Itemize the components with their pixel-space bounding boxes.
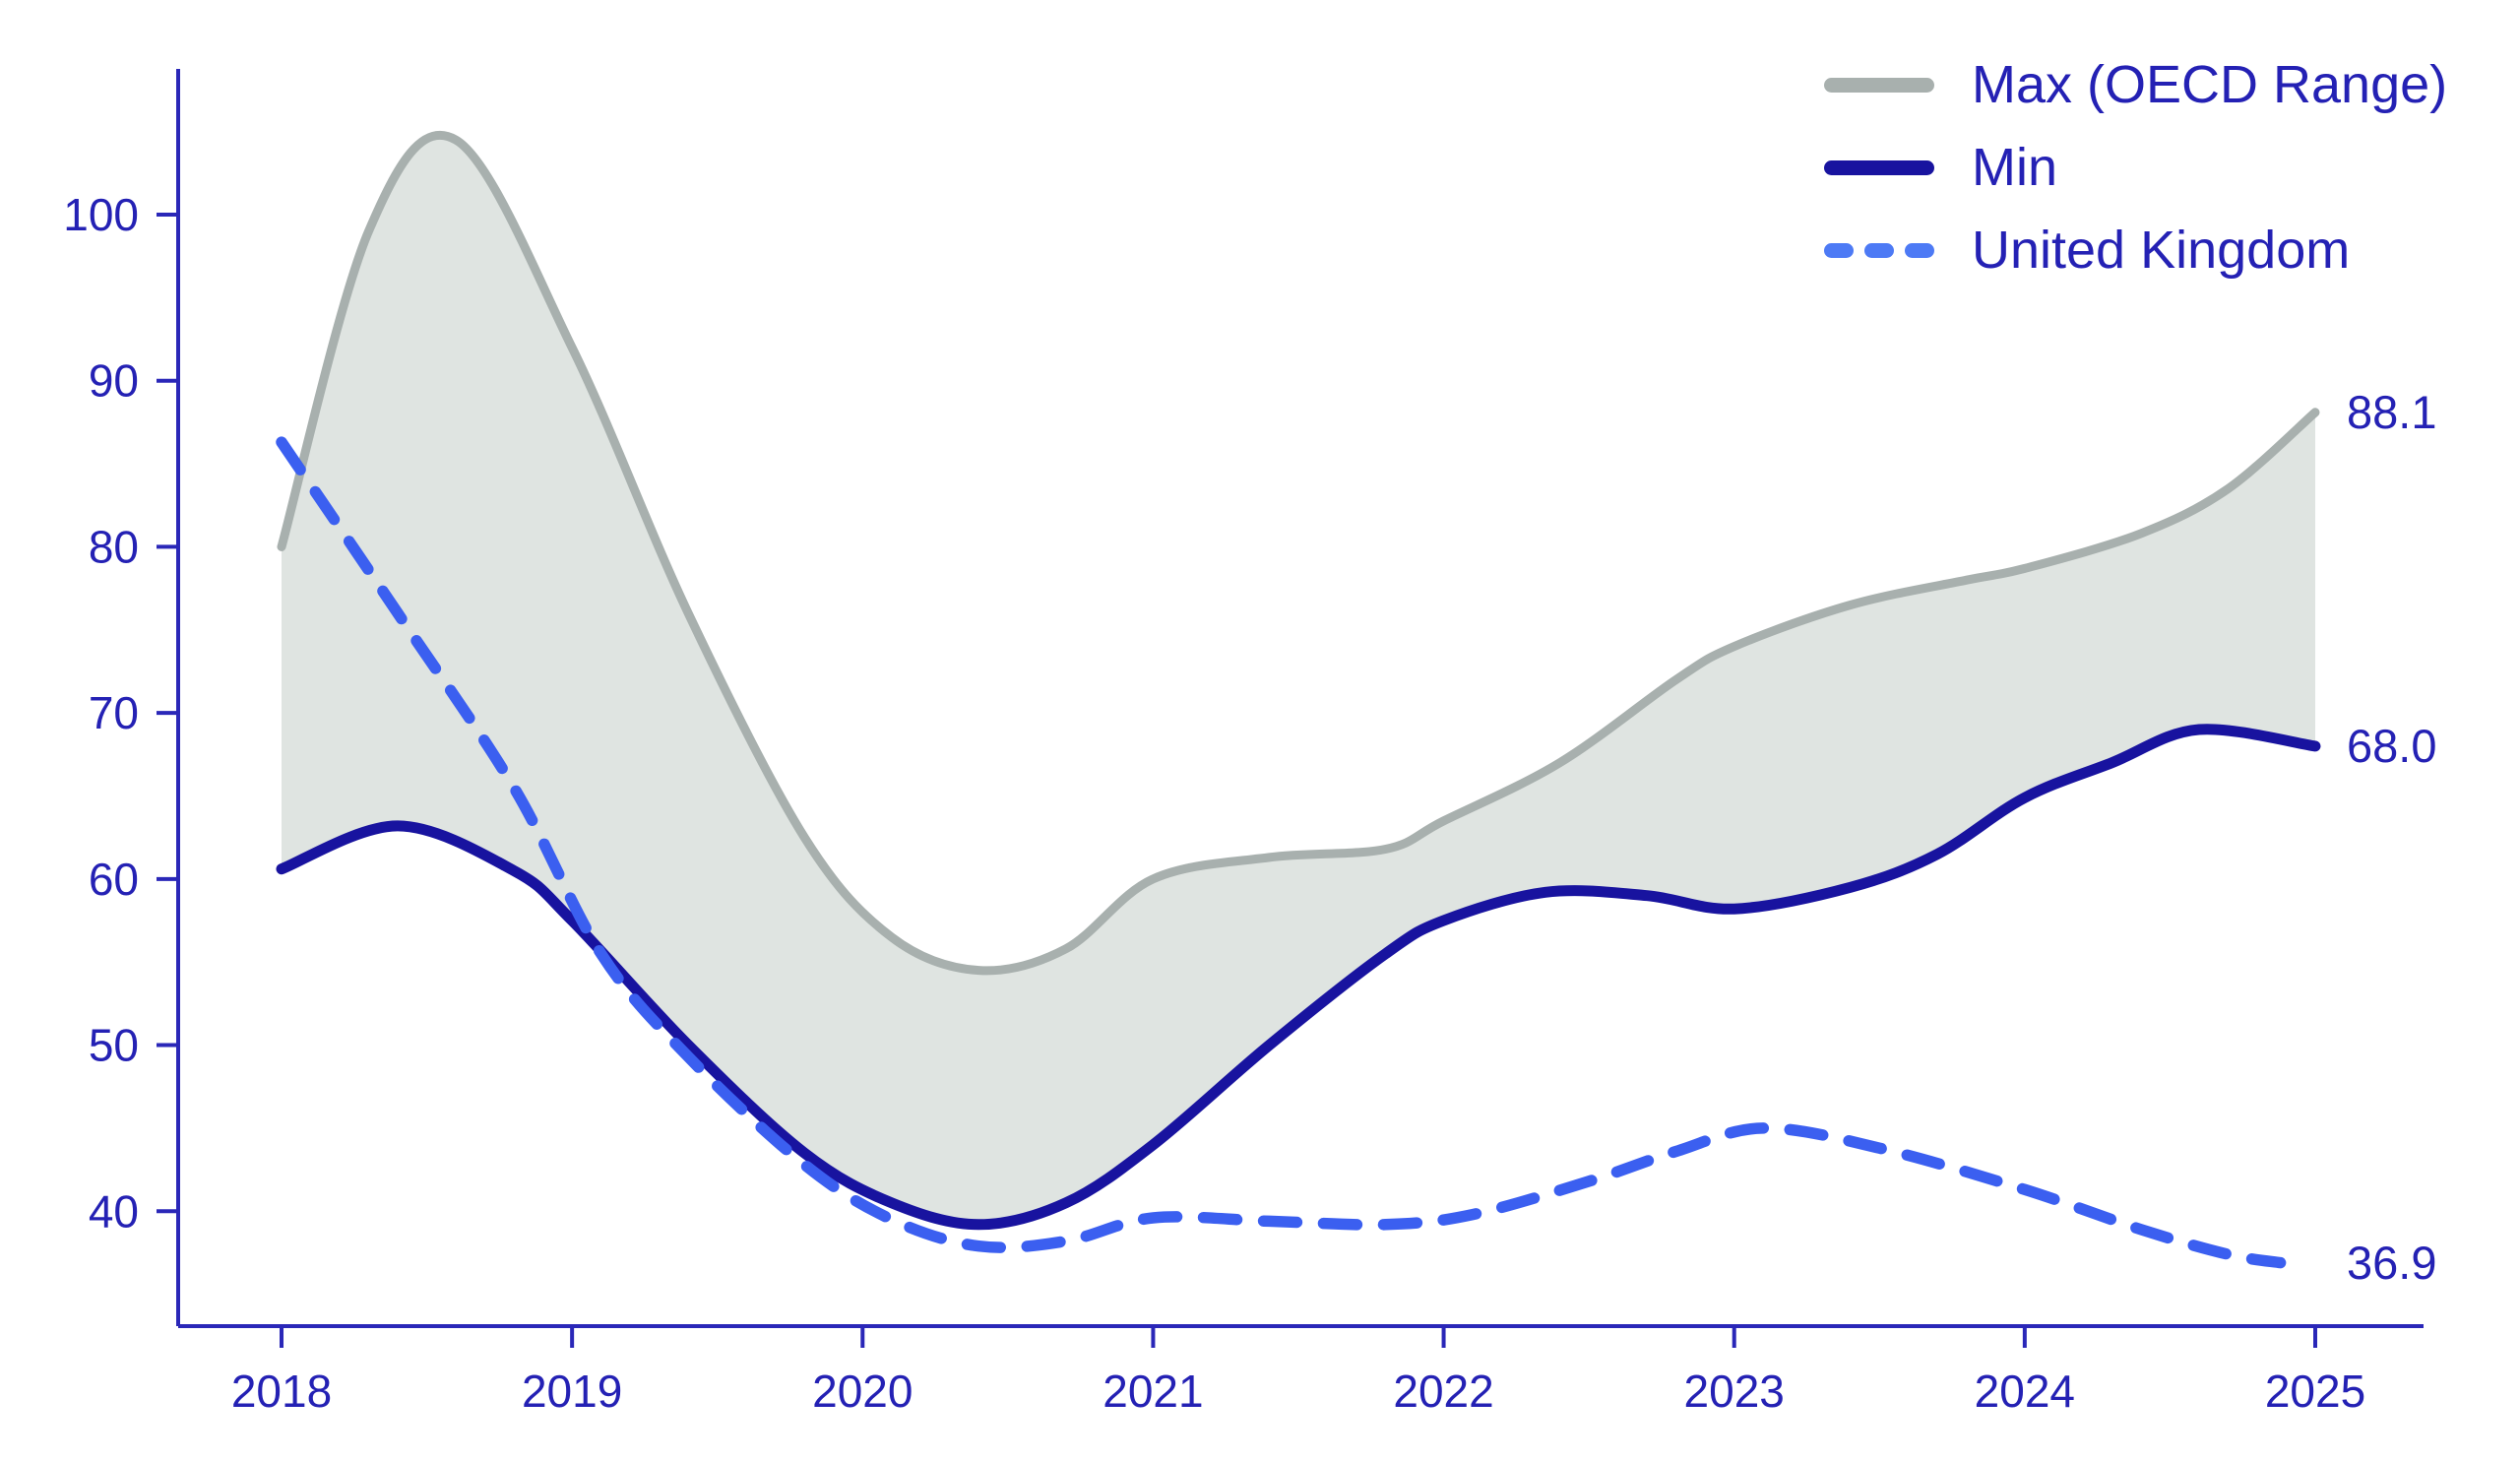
legend-swatch-min-line-icon [1824,159,1934,175]
x-tick-label: 2021 [1102,1366,1203,1417]
x-tick-label: 2023 [1684,1366,1785,1417]
y-tick-label: 70 [89,687,139,738]
x-tick-label: 2022 [1393,1366,1493,1417]
legend-item-min: Min [1824,134,2447,201]
legend-label-min: Min [1972,138,2058,197]
legend: Max (OECD Range) Min United Kingdom [1824,51,2447,284]
legend-item-max: Max (OECD Range) [1824,51,2447,118]
y-tick-label: 80 [89,521,139,572]
y-tick-label: 100 [63,189,139,240]
oecd-range-band [282,135,2315,1225]
y-tick-label: 60 [89,854,139,905]
x-tick-label: 2024 [1975,1366,2075,1417]
end-value-max: 88.1 [2347,385,2437,438]
x-tick-label: 2025 [2265,1366,2365,1417]
end-value-uk: 36.9 [2347,1236,2437,1289]
united-kingdom-line [276,436,2287,1269]
end-value-min: 68.0 [2347,719,2437,772]
legend-swatch-uk-dashed-line-icon [1824,242,1934,258]
legend-label-max: Max (OECD Range) [1972,55,2448,114]
y-tick-label: 40 [89,1185,139,1237]
x-tick-label: 2018 [231,1366,332,1417]
legend-label-uk: United Kingdom [1972,221,2351,280]
x-tick-label: 2019 [522,1366,622,1417]
y-tick-label: 90 [89,355,139,407]
legend-swatch-max-line-icon [1824,77,1934,93]
y-tick-label: 50 [89,1020,139,1071]
x-tick-label: 2020 [812,1366,913,1417]
max-line [277,130,2320,976]
legend-item-uk: United Kingdom [1824,217,2447,284]
